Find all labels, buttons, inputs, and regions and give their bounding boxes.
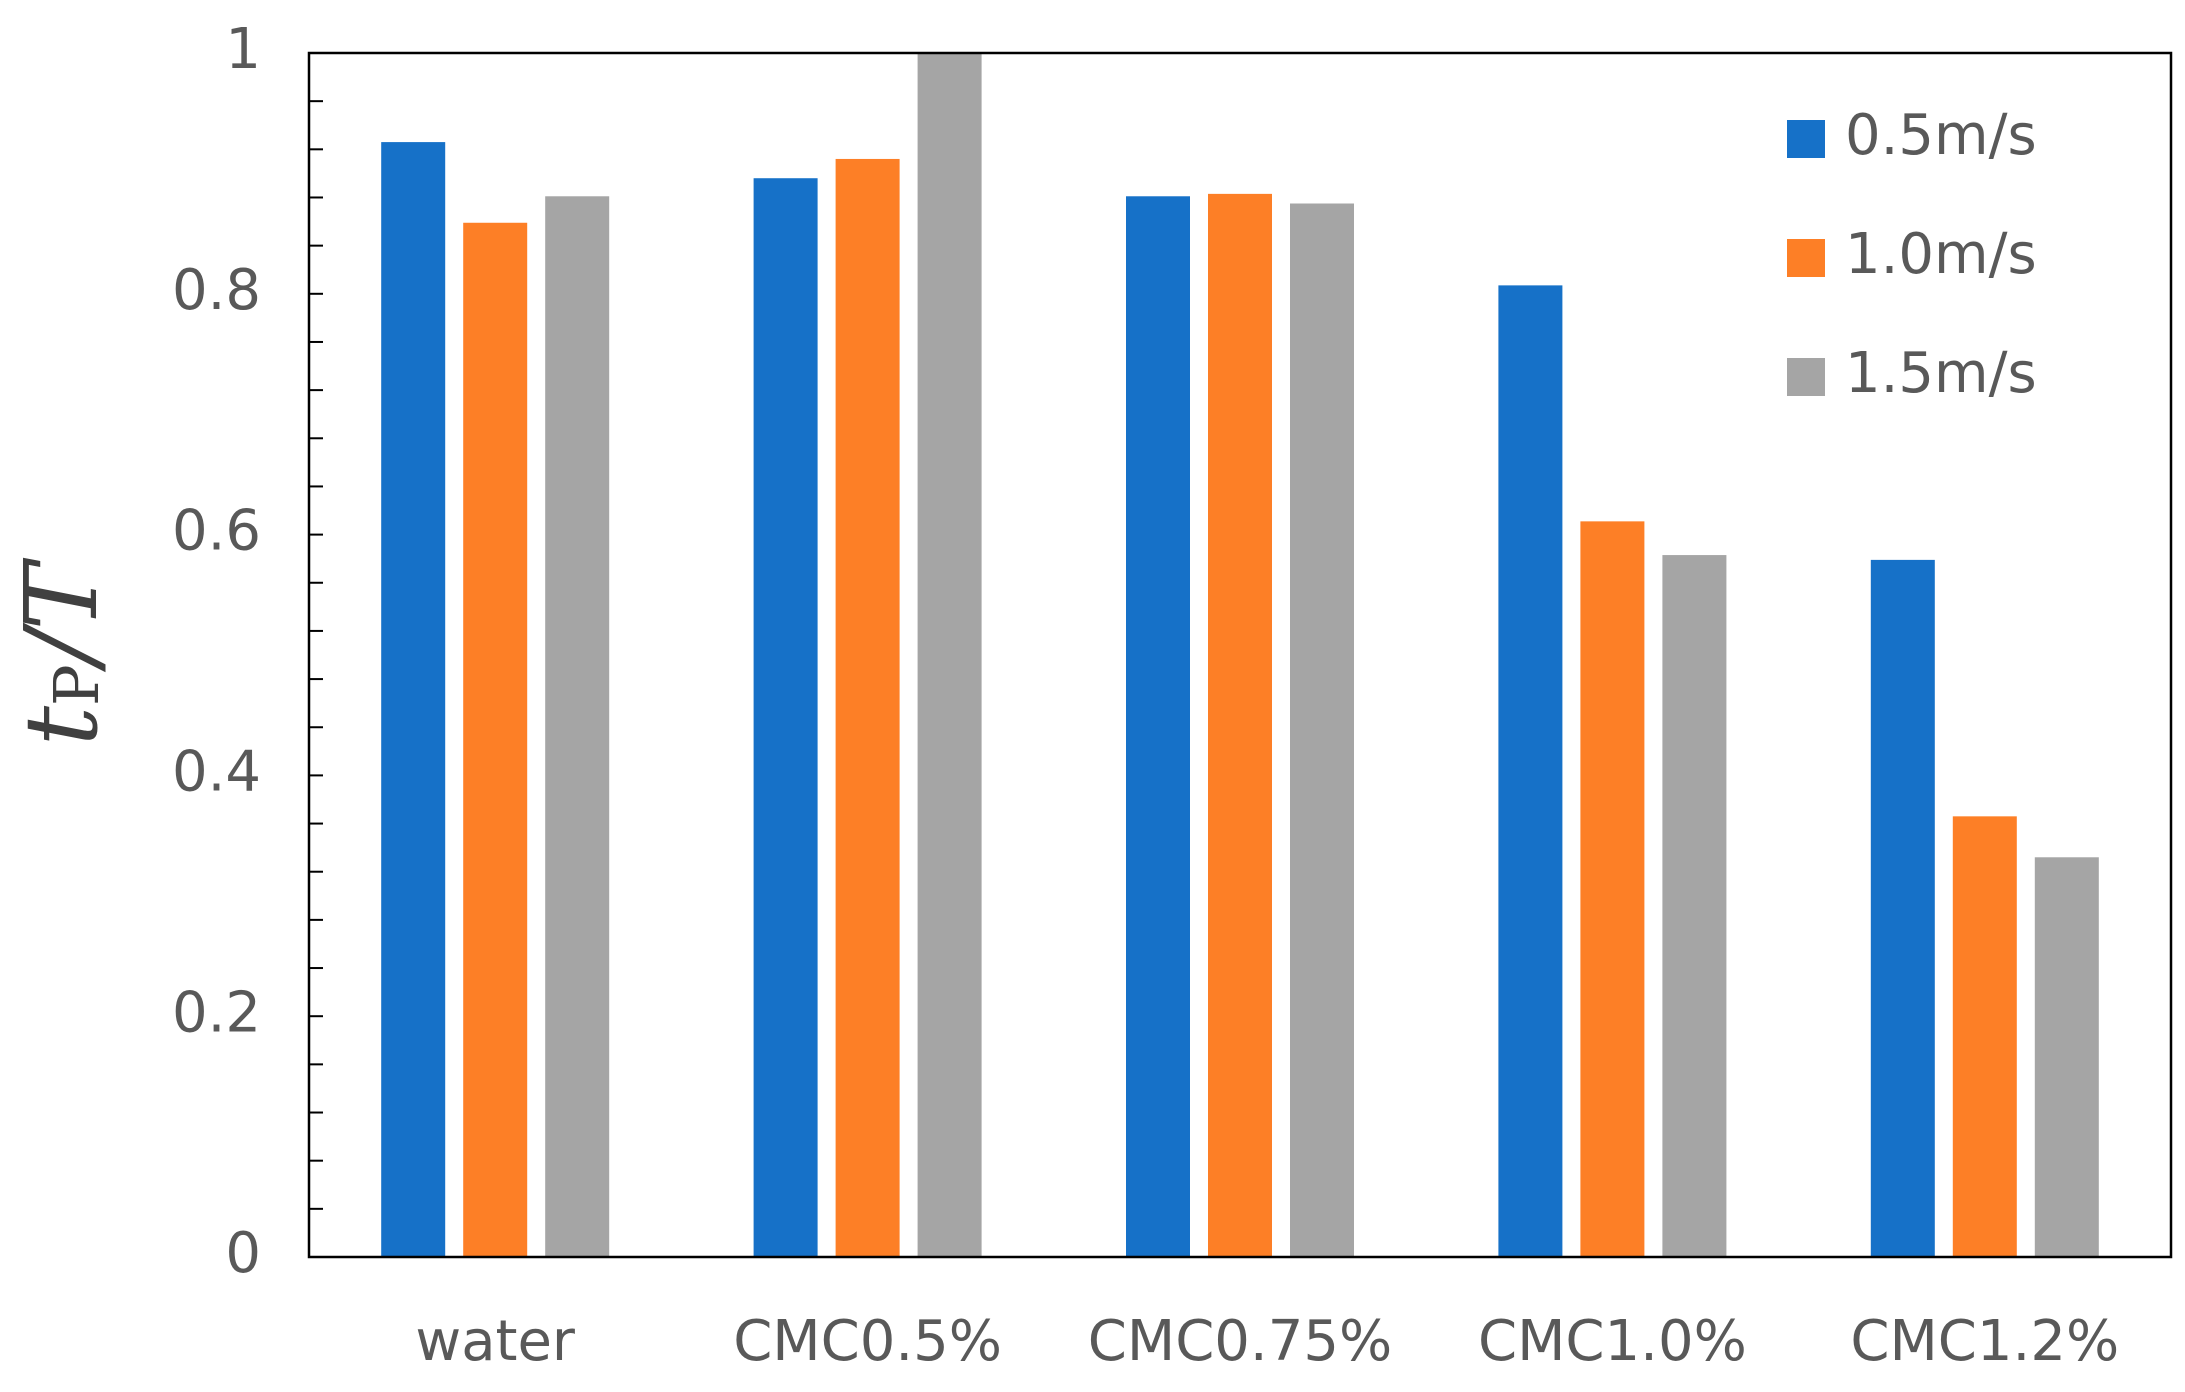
legend-swatch — [1787, 120, 1825, 158]
bar — [1870, 559, 1935, 1257]
legend-swatch — [1787, 239, 1825, 277]
bar — [463, 222, 528, 1257]
plot-frame — [307, 51, 2173, 1259]
y-tick-label: 0.2 — [172, 980, 261, 1045]
bar — [917, 53, 982, 1257]
legend-label: 1.5m/s — [1845, 341, 2037, 406]
y-axis-label: tP/T — [3, 558, 120, 747]
bar — [545, 196, 610, 1257]
y-tick-label: 0 — [225, 1221, 261, 1286]
bar — [1208, 193, 1272, 1257]
bar — [753, 178, 818, 1257]
y-tick-label: 1 — [225, 17, 261, 82]
bar — [2034, 857, 2099, 1257]
legend-label: 1.0m/s — [1845, 222, 2037, 287]
bar — [1290, 203, 1354, 1257]
x-tick-label: CMC1.2% — [1850, 1309, 2119, 1374]
legend-label: 0.5m/s — [1845, 103, 2037, 168]
bar — [835, 158, 900, 1257]
x-tick-label: CMC0.5% — [733, 1309, 1002, 1374]
y-label-part: t — [3, 705, 120, 746]
bar — [1126, 196, 1190, 1257]
y-tick-label: 0.4 — [172, 740, 261, 805]
bar — [1952, 816, 2017, 1257]
x-tick-label: CMC0.75% — [1088, 1309, 1392, 1374]
y-label-sub: P — [40, 664, 113, 706]
x-tick-label: water — [415, 1309, 576, 1374]
bar — [1498, 285, 1563, 1257]
x-tick-label: CMC1.0% — [1478, 1309, 1747, 1374]
y-tick-label: 0.8 — [172, 258, 261, 323]
bar — [381, 142, 446, 1258]
bar — [1580, 521, 1645, 1257]
y-label-part: /T — [3, 558, 120, 673]
legend-swatch — [1787, 358, 1825, 396]
y-tick-label: 0.6 — [172, 499, 261, 564]
bar — [1662, 555, 1727, 1257]
